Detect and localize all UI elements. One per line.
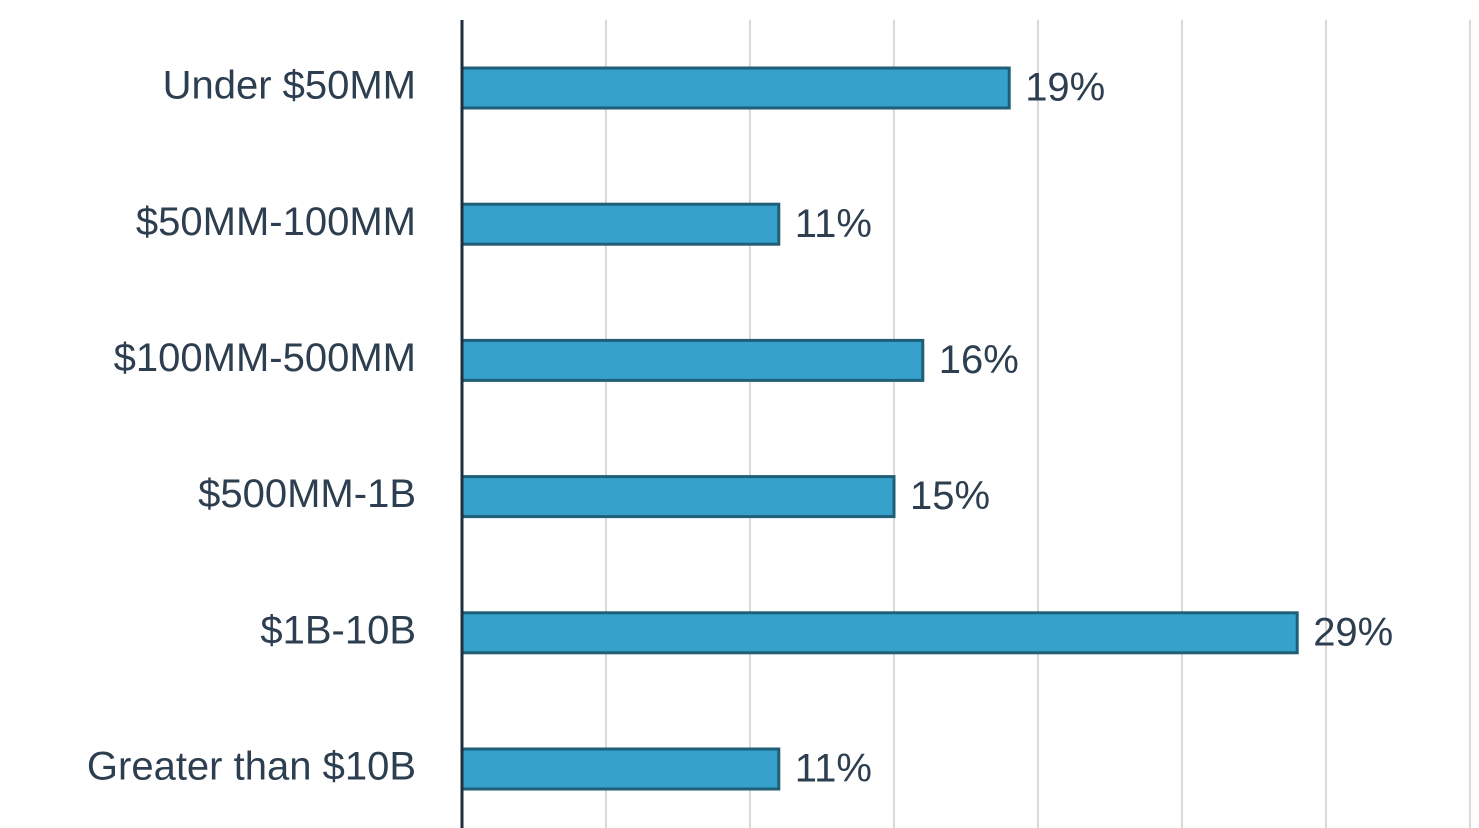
bar	[460, 747, 781, 791]
y-tick-label: $50MM-100MM	[136, 200, 416, 244]
bar	[460, 202, 781, 246]
value-label: 29%	[1313, 610, 1393, 654]
value-label: 11%	[795, 202, 872, 246]
y-tick-label: Under $50MM	[163, 64, 416, 108]
bar	[460, 611, 1299, 655]
bar	[460, 66, 1011, 110]
y-tick-label: Greater than $10B	[87, 745, 416, 789]
value-label: 19%	[1025, 66, 1105, 110]
bar	[460, 475, 896, 519]
value-label: 15%	[910, 474, 990, 518]
value-label: 16%	[939, 338, 1019, 382]
value-label: 11%	[795, 747, 872, 791]
bar	[460, 338, 925, 382]
y-tick-label: $500MM-1B	[198, 472, 416, 516]
y-tick-label: $1B-10B	[260, 608, 416, 652]
y-tick-label: $100MM-500MM	[114, 336, 416, 380]
